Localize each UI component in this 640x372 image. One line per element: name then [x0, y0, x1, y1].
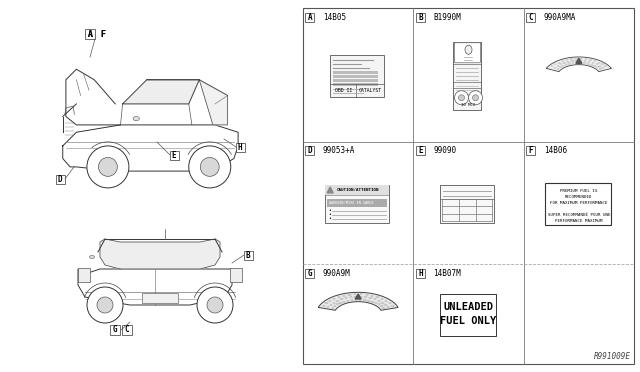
Text: H: H: [237, 142, 243, 151]
Bar: [327, 199, 387, 207]
Circle shape: [207, 297, 223, 313]
Text: •: •: [328, 212, 331, 217]
Bar: [440, 294, 497, 336]
Polygon shape: [576, 58, 582, 63]
Text: B: B: [418, 13, 422, 22]
Circle shape: [454, 91, 468, 105]
Bar: [122, 325, 132, 335]
Bar: [325, 185, 389, 223]
Text: SUPER RECOMMANDÉ POUR UNE: SUPER RECOMMANDÉ POUR UNE: [548, 213, 610, 217]
Circle shape: [200, 157, 219, 176]
Text: 10 MCI: 10 MCI: [461, 103, 476, 107]
Text: A: A: [308, 13, 312, 22]
Text: 990A9MA: 990A9MA: [543, 13, 576, 22]
Bar: [236, 142, 244, 151]
Polygon shape: [100, 239, 220, 269]
Bar: [98, 29, 108, 39]
Bar: [243, 250, 253, 260]
Text: D: D: [308, 146, 312, 155]
Text: •: •: [328, 217, 331, 221]
Bar: [526, 13, 535, 22]
Text: B1990M: B1990M: [433, 13, 461, 22]
Text: RECOMMENDED: RECOMMENDED: [565, 195, 593, 199]
Text: G: G: [113, 326, 117, 334]
Bar: [325, 185, 389, 195]
Text: FOR MAXIMUM PERFORMANCE: FOR MAXIMUM PERFORMANCE: [550, 201, 607, 205]
Polygon shape: [546, 57, 611, 72]
Text: OBD II: OBD II: [335, 88, 352, 93]
Bar: [110, 325, 120, 335]
Text: F: F: [100, 29, 106, 38]
Text: A: A: [88, 29, 93, 38]
Text: UNLEADED: UNLEADED: [444, 302, 493, 312]
Bar: [440, 185, 495, 223]
Circle shape: [458, 95, 465, 101]
Text: 14B06: 14B06: [543, 146, 567, 155]
Ellipse shape: [90, 256, 95, 259]
Circle shape: [87, 287, 123, 323]
Text: 99090: 99090: [433, 146, 456, 155]
Bar: [170, 151, 179, 160]
Text: E: E: [418, 146, 422, 155]
Bar: [85, 29, 95, 39]
Polygon shape: [355, 294, 361, 299]
Text: A: A: [88, 29, 92, 38]
Text: CATALYST: CATALYST: [358, 88, 381, 93]
Text: 990A9M: 990A9M: [323, 269, 351, 278]
Bar: [142, 293, 178, 303]
Text: B: B: [246, 250, 250, 260]
Text: C: C: [125, 326, 129, 334]
Text: G: G: [308, 269, 312, 278]
Circle shape: [197, 287, 233, 323]
Text: CAUTION/ATTENTION: CAUTION/ATTENTION: [337, 188, 380, 192]
Bar: [305, 13, 314, 22]
Bar: [333, 79, 378, 82]
Bar: [416, 13, 425, 22]
Text: C: C: [529, 13, 533, 22]
Bar: [56, 174, 65, 183]
Bar: [303, 8, 634, 364]
Polygon shape: [123, 80, 199, 104]
Text: E: E: [172, 151, 176, 160]
Text: H: H: [418, 269, 422, 278]
Polygon shape: [318, 292, 398, 310]
Ellipse shape: [465, 45, 472, 54]
Text: FUEL ONLY: FUEL ONLY: [440, 316, 497, 326]
Text: D: D: [58, 174, 62, 183]
Bar: [333, 83, 378, 86]
Text: PREMIUM FUEL IS: PREMIUM FUEL IS: [560, 189, 598, 193]
Bar: [330, 55, 384, 97]
Text: 99053+A: 99053+A: [323, 146, 355, 155]
Bar: [305, 269, 314, 278]
Bar: [454, 42, 481, 110]
Bar: [333, 71, 378, 74]
Text: 14B07M: 14B07M: [433, 269, 461, 278]
Text: F: F: [529, 146, 533, 155]
Bar: [333, 75, 378, 78]
Bar: [230, 268, 242, 282]
Text: WARNING/MISE EN GARDE: WARNING/MISE EN GARDE: [329, 201, 374, 205]
Bar: [305, 146, 314, 155]
Polygon shape: [327, 187, 333, 193]
Text: •: •: [328, 208, 331, 214]
Text: F: F: [100, 29, 106, 38]
Bar: [78, 268, 90, 282]
Circle shape: [97, 297, 113, 313]
Circle shape: [189, 146, 231, 188]
Bar: [416, 146, 425, 155]
Circle shape: [99, 157, 117, 176]
Bar: [545, 183, 611, 225]
FancyBboxPatch shape: [454, 43, 481, 63]
Circle shape: [87, 146, 129, 188]
Circle shape: [472, 95, 479, 101]
Bar: [416, 269, 425, 278]
Polygon shape: [199, 80, 228, 125]
Text: R991009E: R991009E: [594, 352, 631, 361]
Circle shape: [468, 91, 483, 105]
Text: 14B05: 14B05: [323, 13, 346, 22]
Bar: [526, 146, 535, 155]
Text: PERFORMANCE MAXIMUM: PERFORMANCE MAXIMUM: [555, 219, 603, 223]
Ellipse shape: [133, 116, 140, 121]
